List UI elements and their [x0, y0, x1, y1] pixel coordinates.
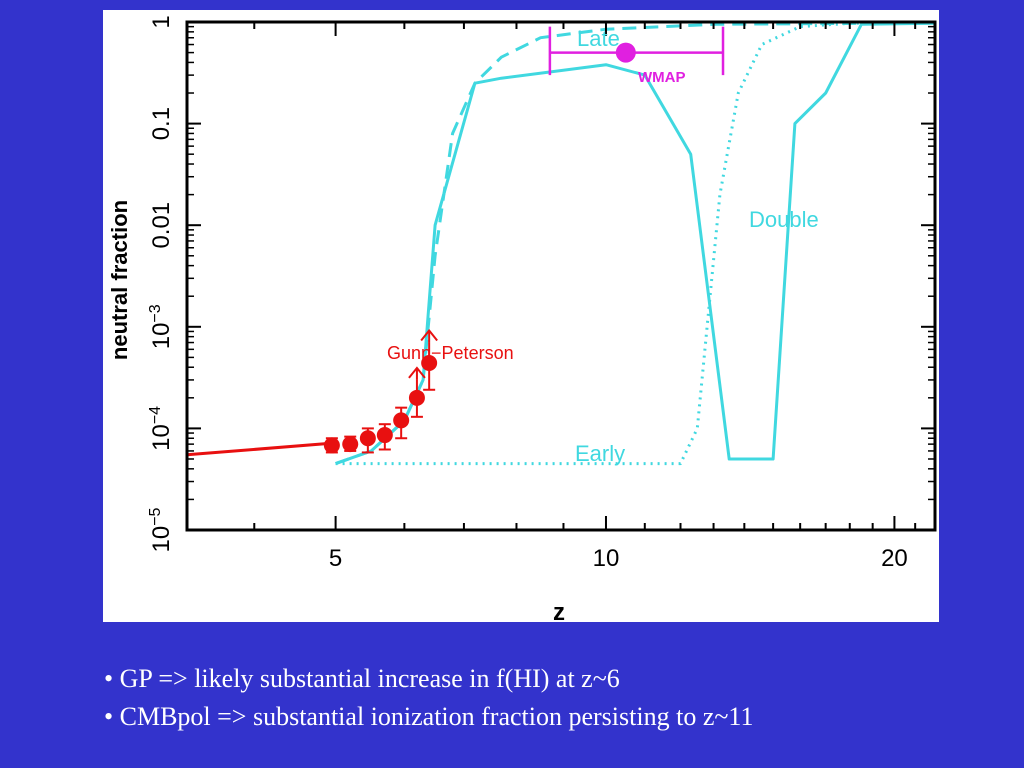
plot-frame	[185, 20, 937, 532]
x-tick-label: 20	[881, 545, 908, 572]
axis-ticks	[187, 21, 936, 531]
y-tick-label: 10−4	[147, 406, 175, 451]
gp-data-point	[323, 437, 340, 454]
y-tick-label: 1	[148, 15, 175, 28]
x-tick-label: 5	[329, 545, 342, 572]
gp-data-point	[359, 430, 376, 447]
y-tick-label: 10−3	[147, 304, 175, 349]
double-curve	[335, 21, 936, 466]
tick-labels: 5 10 20 1 0.1 0.01 10−3 10−4 10−5	[147, 15, 908, 572]
bullet-list: • GP => likely substantial increase in f…	[104, 660, 753, 736]
x-tick-label: 10	[593, 545, 620, 572]
late-label: Late	[577, 26, 620, 51]
wmap-label: WMAP	[638, 69, 686, 86]
y-axis-label: neutral fraction	[107, 200, 132, 360]
gunn-peterson-label: Gunn−Peterson	[387, 343, 514, 363]
gp-data-point	[408, 389, 425, 406]
gp-data-point	[342, 436, 359, 453]
gp-limit-arrow	[420, 328, 438, 342]
gp-data-point	[376, 427, 393, 444]
gunn-peterson-points	[323, 328, 438, 454]
y-tick-label: 10−5	[147, 507, 175, 552]
series-curves	[186, 21, 936, 466]
x-axis-label: z	[553, 599, 565, 622]
y-tick-label: 0.01	[148, 202, 175, 249]
wmap-point	[615, 42, 636, 63]
bullet-gp: • GP => likely substantial increase in f…	[104, 664, 620, 693]
double-label: Double	[749, 207, 819, 232]
bullet-cmbpol: • CMBpol => substantial ionization fract…	[104, 702, 754, 731]
chart-figure: 5 10 20 1 0.1 0.01 10−3 10−4 10−5 z neutral frac…	[103, 10, 939, 622]
y-tick-label: 0.1	[148, 107, 175, 140]
wmap-constraint	[548, 26, 725, 76]
gp-limit-arrow	[408, 366, 426, 379]
early-label: Early	[575, 441, 625, 466]
late-curve	[335, 21, 936, 466]
red-extrapolation-line	[186, 441, 336, 457]
gp-data-point	[393, 412, 410, 429]
gp-data-point	[421, 355, 438, 372]
neutral-fraction-chart: 5 10 20 1 0.1 0.01 10−3 10−4 10−5 z neutral frac…	[107, 15, 937, 622]
early-curve	[335, 21, 936, 466]
